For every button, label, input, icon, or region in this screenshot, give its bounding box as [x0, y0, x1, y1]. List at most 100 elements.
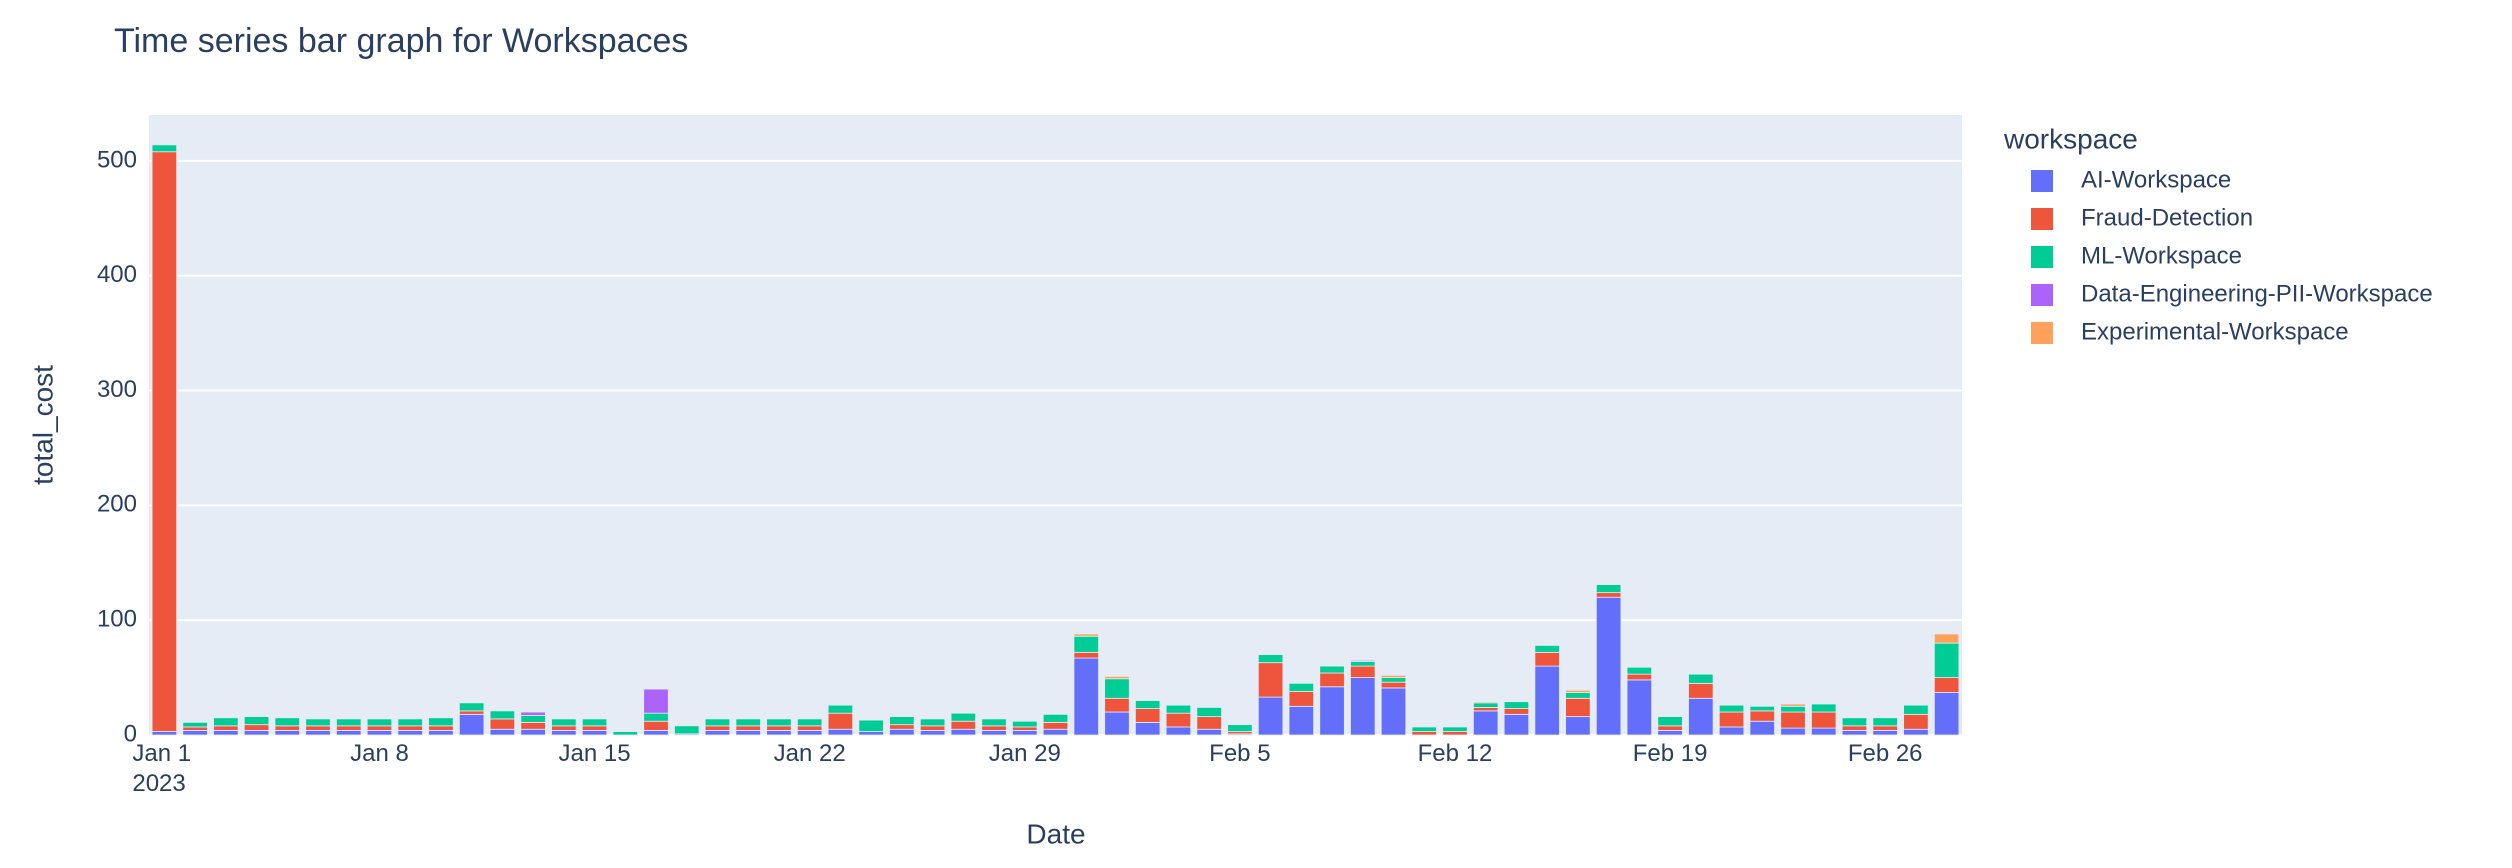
- bar: [551, 718, 577, 727]
- bar: [1134, 708, 1161, 723]
- bar: [889, 716, 915, 726]
- legend-swatch: [2031, 208, 2053, 230]
- bar: [796, 725, 823, 731]
- bar: [1196, 716, 1222, 730]
- bar: [1780, 705, 1806, 713]
- bar: [1380, 687, 1407, 736]
- bar: [1626, 673, 1653, 681]
- bar: [1903, 704, 1929, 715]
- bar: [1380, 677, 1407, 683]
- bar: [1042, 713, 1069, 723]
- bar: [274, 730, 300, 736]
- y-tick-label: 200: [97, 491, 137, 518]
- bar: [1688, 682, 1714, 699]
- bar: [428, 725, 454, 731]
- bar: [1688, 673, 1714, 684]
- bar: [1626, 666, 1653, 675]
- bar: [766, 725, 792, 731]
- bar: [305, 730, 331, 736]
- bar: [213, 725, 239, 731]
- bar: [1534, 651, 1560, 667]
- bar: [981, 718, 1007, 727]
- bar: [458, 713, 485, 736]
- bar: [766, 730, 792, 736]
- x-tick-label: Jan 29: [989, 740, 1061, 767]
- bar: [458, 710, 485, 715]
- bar: [182, 730, 208, 736]
- bar: [919, 718, 946, 727]
- bar: [796, 730, 823, 736]
- bar: [1165, 726, 1192, 736]
- bar: [735, 730, 761, 736]
- x-tick-label: Feb 12: [1418, 740, 1493, 767]
- bar: [243, 716, 270, 726]
- bar: [1780, 727, 1806, 736]
- bar: [366, 725, 393, 731]
- bar: [489, 710, 516, 720]
- bar: [1380, 681, 1407, 689]
- bar: [305, 718, 331, 727]
- bar: [336, 718, 362, 727]
- bar: [151, 731, 178, 736]
- bar: [397, 725, 423, 731]
- y-tick-label: 400: [97, 261, 137, 288]
- bar: [1165, 704, 1192, 714]
- bar: [1534, 665, 1560, 736]
- bar: [520, 711, 546, 716]
- bar: [1104, 678, 1130, 699]
- bar: [1872, 717, 1898, 727]
- bar: [1841, 725, 1868, 731]
- bar: [1288, 682, 1315, 692]
- bar: [1657, 716, 1683, 727]
- bar: [1595, 584, 1622, 594]
- legend-label: ML-Workspace: [2081, 242, 2242, 269]
- bar: [213, 717, 239, 727]
- bar: [551, 730, 577, 736]
- bar: [1595, 592, 1622, 598]
- bar: [1903, 728, 1929, 736]
- bar: [581, 730, 608, 736]
- bar: [1657, 725, 1683, 731]
- bar: [1749, 710, 1775, 722]
- legend-swatch: [2031, 322, 2053, 344]
- bar: [1565, 692, 1591, 699]
- bar: [827, 704, 854, 714]
- bar: [1872, 725, 1898, 731]
- bar: [520, 721, 546, 730]
- bar: [1780, 703, 1806, 707]
- bar: [704, 725, 731, 731]
- bar: [1503, 713, 1530, 736]
- bar: [1841, 717, 1868, 727]
- x-tick-label: Feb 19: [1633, 740, 1708, 767]
- bar: [950, 728, 977, 736]
- bar: [366, 718, 393, 727]
- bar: [1134, 721, 1161, 736]
- bar: [243, 730, 270, 736]
- bar: [1350, 661, 1376, 667]
- bar: [1042, 728, 1069, 736]
- bar: [981, 730, 1007, 736]
- bar: [1104, 676, 1130, 680]
- bar: [1411, 726, 1437, 732]
- bar: [704, 718, 731, 727]
- bar: [1749, 720, 1775, 736]
- bar: [1319, 672, 1345, 688]
- bar: [489, 728, 516, 736]
- bar: [1104, 711, 1130, 736]
- bar: [489, 718, 516, 730]
- bar: [243, 724, 270, 731]
- bar: [1442, 726, 1468, 732]
- bar: [428, 730, 454, 736]
- bar: [1811, 711, 1837, 729]
- bar: [858, 719, 884, 732]
- bar: [1196, 728, 1222, 736]
- bar: [397, 730, 423, 736]
- bar: [1380, 674, 1407, 678]
- chart-title: Time series bar graph for Workspaces: [114, 22, 688, 60]
- x-tick-label: Feb 26: [1848, 740, 1923, 767]
- bar: [1257, 696, 1284, 736]
- bar: [151, 144, 178, 153]
- bar: [1473, 707, 1499, 712]
- bar: [213, 730, 239, 736]
- bar: [1565, 689, 1591, 693]
